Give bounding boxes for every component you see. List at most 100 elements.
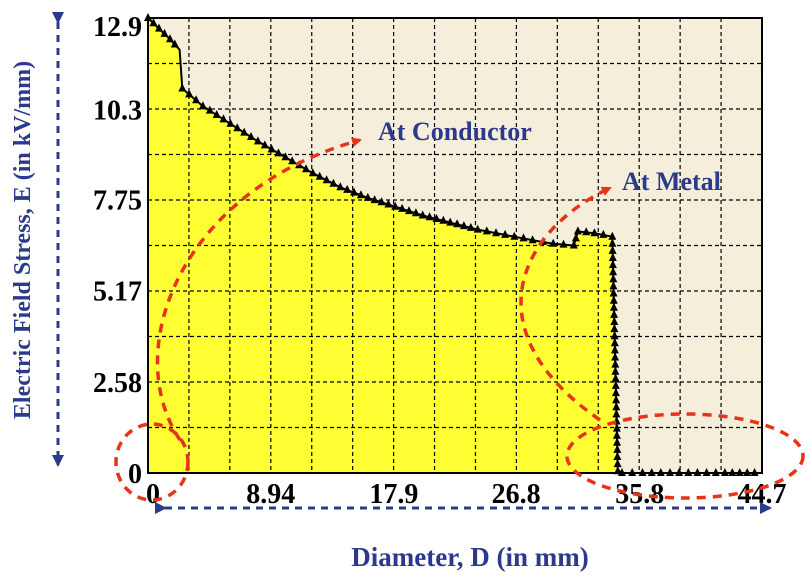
y-tick-label: 0 xyxy=(128,459,142,490)
series-marker xyxy=(608,238,617,247)
gridlines xyxy=(148,18,762,473)
series-marker xyxy=(356,190,365,199)
x-tick-label: 8.94 xyxy=(246,479,295,510)
series-marker xyxy=(608,253,617,261)
series-marker xyxy=(492,228,500,237)
series-marker xyxy=(610,345,619,354)
series-marker xyxy=(453,219,462,228)
series-marker xyxy=(510,231,519,240)
series-marker xyxy=(240,127,249,136)
series-marker xyxy=(253,136,262,145)
series-marker xyxy=(308,168,317,177)
series-marker xyxy=(609,274,618,283)
series-marker xyxy=(559,239,568,248)
series-marker xyxy=(315,171,324,180)
x-tick-label: 17.9 xyxy=(369,479,418,510)
series-marker xyxy=(611,380,620,389)
series-marker xyxy=(439,215,448,224)
series-marker xyxy=(274,148,283,157)
series-marker xyxy=(611,388,620,397)
series-marker xyxy=(599,229,608,238)
series-marker xyxy=(205,105,214,114)
series-marker xyxy=(343,184,352,193)
series-marker xyxy=(613,444,622,453)
y-tick-label: 5.17 xyxy=(93,277,142,308)
series-marker xyxy=(609,288,618,297)
series-marker xyxy=(571,233,580,242)
conductor-ellipse xyxy=(114,422,190,502)
series-marker xyxy=(582,227,591,236)
area-fill xyxy=(148,18,762,473)
series-marker xyxy=(212,110,221,118)
metal-ellipse xyxy=(565,412,805,500)
series-marker xyxy=(473,224,482,233)
metal-arrow xyxy=(519,186,612,422)
series-marker xyxy=(425,212,434,221)
series-marker xyxy=(590,228,599,237)
series-marker xyxy=(610,317,619,325)
x-tick-labels: 0 8.94 17.9 26.8 35.8 44.7 xyxy=(146,479,787,510)
series-marker xyxy=(185,89,194,98)
series-marker xyxy=(336,182,345,191)
series-marker xyxy=(519,233,528,242)
plot-frame xyxy=(147,17,763,474)
series-marker xyxy=(612,423,621,432)
series-marker xyxy=(322,175,331,184)
series-marker xyxy=(612,409,621,418)
series-marker xyxy=(170,39,179,48)
y-tick-label: 2.58 xyxy=(93,368,142,399)
series-marker xyxy=(288,156,297,165)
series-marker xyxy=(267,144,276,153)
series-marker xyxy=(610,338,619,347)
series-marker xyxy=(612,402,621,411)
series-marker xyxy=(501,229,510,238)
series-marker xyxy=(160,28,169,37)
x-axis-title: Diameter, D (in mm) xyxy=(351,542,588,572)
series-marker xyxy=(377,197,386,206)
series-marker xyxy=(166,34,174,43)
series-marker xyxy=(459,221,468,230)
series-marker xyxy=(418,210,427,219)
series-marker xyxy=(370,195,379,204)
series-marker xyxy=(466,222,475,231)
series-marker xyxy=(612,395,621,404)
x-tick-label: 0 xyxy=(146,479,160,510)
y-tick-label: 12.9 xyxy=(93,12,142,43)
series-marker xyxy=(611,352,620,361)
series-marker xyxy=(482,226,491,235)
annotation-metal: At Metal xyxy=(622,167,721,196)
series-marker xyxy=(613,459,622,468)
series-marker xyxy=(247,132,255,140)
series-marker xyxy=(432,214,441,222)
series-marker xyxy=(609,295,618,304)
series-marker xyxy=(219,114,228,123)
series-marker xyxy=(610,324,619,333)
series-marker xyxy=(608,231,617,240)
x-tick-label: 26.8 xyxy=(492,479,541,510)
series-marker xyxy=(611,366,620,375)
series-marker xyxy=(608,245,617,254)
series-marker xyxy=(149,18,158,27)
series-marker xyxy=(302,164,310,173)
series-marker xyxy=(446,217,455,226)
y-tick-label: 7.75 xyxy=(93,186,142,217)
series-marker xyxy=(178,83,187,92)
series-marker xyxy=(260,140,269,149)
series-marker xyxy=(613,452,622,460)
series-marker xyxy=(528,235,537,244)
y-tick-labels: 0 2.58 5.17 7.75 10.3 12.9 xyxy=(93,12,142,490)
series-marker xyxy=(155,23,163,32)
series-marker xyxy=(281,152,290,161)
series-marker xyxy=(405,206,413,215)
y-axis-title: Electric Field Stress, E (in kV/mm) xyxy=(10,61,36,419)
series-marker xyxy=(329,178,338,187)
series-marker xyxy=(609,281,618,290)
series-marker xyxy=(609,302,618,311)
series-marker xyxy=(233,123,242,132)
series-marker xyxy=(610,309,619,318)
series-marker xyxy=(608,260,617,269)
series-marker xyxy=(192,95,201,104)
series-marker xyxy=(569,240,578,249)
series-marker xyxy=(398,203,407,212)
